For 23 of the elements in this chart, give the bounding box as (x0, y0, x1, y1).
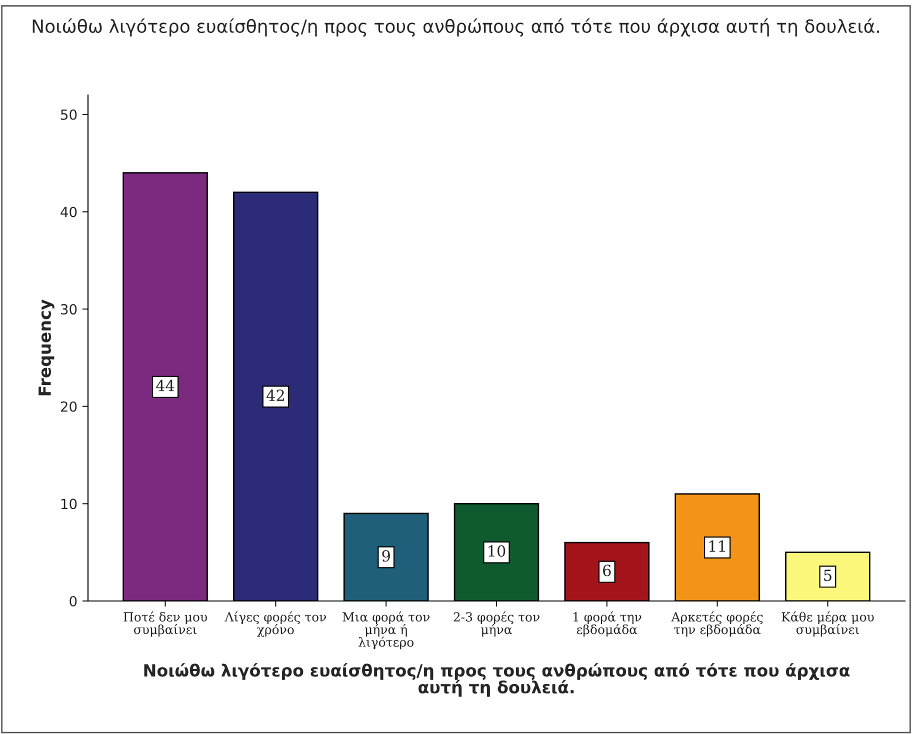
data-label: 6 (603, 564, 611, 576)
x-tick-label: Κάθε μέρα μου συμβαίνει (782, 611, 874, 637)
x-tick-label: Λίγες φορές τον χρόνο (224, 611, 326, 637)
data-label: 5 (824, 570, 832, 582)
x-tick-label: 1 φορά την εβδομάδα (573, 611, 642, 637)
y-tick-label: 40 (60, 206, 77, 218)
x-tick-label: Ποτέ δεν μου συμβαίνει (124, 611, 207, 637)
data-label: 42 (266, 390, 284, 401)
data-label: 10 (488, 545, 506, 557)
data-label: 44 (156, 380, 174, 392)
y-axis-title: Frequency (38, 300, 54, 396)
data-label: 9 (382, 550, 390, 562)
y-tick-label: 0 (70, 596, 77, 606)
x-tick-label: Αρκετές φορές την εβδομάδα (671, 611, 763, 637)
y-tick-label: 10 (61, 498, 77, 510)
y-tick-label: 20 (60, 401, 77, 412)
y-tick-label: 50 (60, 109, 77, 120)
data-label: 11 (709, 540, 725, 552)
y-tick-label: 30 (60, 304, 77, 315)
x-axis-title: Νοιώθω λιγότερο ευαίσθητος/η προς τους ανθρώπους από τότε που άρχισα αυτή τη δουλειά. (144, 663, 850, 697)
x-tick-label: 2-3 φορές τον μήνα (454, 611, 540, 637)
chart-title: Νοιώθω λιγότερο ευαίσθητος/η προς τους ανθρώπους από τότε που άρχισα αυτή τη δουλειά. (32, 18, 879, 37)
x-tick-label: Μια φορά τον μήνα ή λιγότερο (342, 611, 430, 650)
